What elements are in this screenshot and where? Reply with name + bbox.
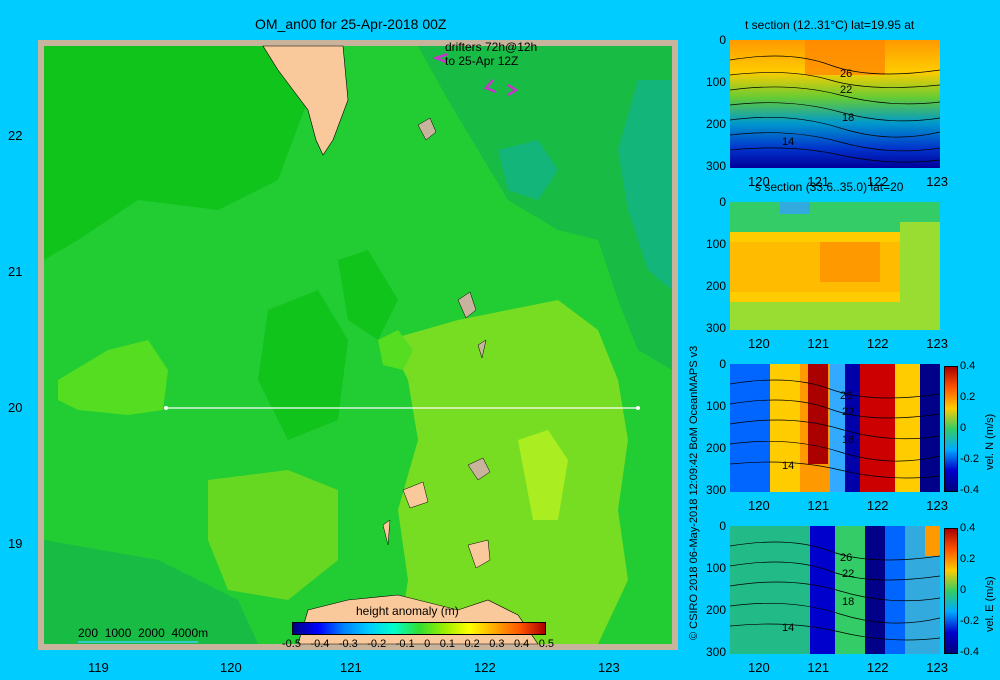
lon-tick-120: 120 <box>220 660 242 675</box>
panel-4-contour-14: 14 <box>782 622 795 634</box>
drifters-sublabel: to 25-Apr 12Z <box>445 54 519 68</box>
panel-1-y-ticks: 0 100 200 300 <box>705 33 726 173</box>
panel-4-contour-18: 18 <box>842 596 855 608</box>
vel-n-colorbar-ticks: 0.4 0.2 0 -0.2 -0.4 <box>960 360 979 496</box>
vel-n-colorbar <box>944 366 958 492</box>
panel-4-vel-e <box>730 526 940 654</box>
panel-2-y-ticks: 0 100 200 300 <box>705 195 726 335</box>
panel-3-x-ticks: 120 121 122 123 <box>748 498 948 513</box>
lat-tick-22: 22 <box>8 128 23 143</box>
panel-1-contour-22: 22 <box>840 84 853 96</box>
panel-1-contour-26: 26 <box>840 68 853 80</box>
drifters-label: drifters 72h@12h <box>445 40 538 54</box>
panel-1-contour-18: 18 <box>842 112 855 124</box>
panel-3-vel-n <box>730 364 940 492</box>
panel-1-title: t section (12..31°C) lat=19.95 at <box>745 18 915 32</box>
height-anomaly-map <box>38 40 678 650</box>
vel-e-label: vel. E (m/s) <box>984 576 996 632</box>
panel-2-title: s section (33.6..35.0) lat=20 <box>755 180 904 194</box>
panel-3-contour-18: 18 <box>842 434 855 446</box>
colorbar-ticks: -0.5 -0.4 -0.3 -0.2 -0.1 0 0.1 0.2 0.3 0.4 0.5 <box>282 638 554 650</box>
lat-tick-20: 20 <box>8 400 23 415</box>
taiwan-land <box>262 45 349 156</box>
lon-tick-122: 122 <box>474 660 496 675</box>
lon-tick-119: 119 <box>88 660 109 675</box>
lon-tick-123: 123 <box>598 660 620 675</box>
panel-4-y-ticks: 0 100 200 300 <box>705 519 726 659</box>
drifter-tracks <box>432 52 519 97</box>
lon-tick-121: 121 <box>340 660 362 675</box>
vel-n-label: vel. N (m/s) <box>984 413 996 470</box>
panel-4-contour-26: 26 <box>840 552 853 564</box>
panel-4-contour-22: 22 <box>842 568 855 580</box>
panel-1-temperature <box>730 40 940 168</box>
lat-tick-21: 21 <box>8 264 23 279</box>
panel-3-y-ticks: 0 100 200 300 <box>705 357 726 497</box>
panel-1-x-ticks: 120 121 122 123 <box>748 174 948 189</box>
panel-4-x-ticks: 120 121 122 123 <box>748 660 948 675</box>
panel-1-contour-14: 14 <box>782 136 795 148</box>
colorbar <box>292 622 546 635</box>
colorbar-label: height anomaly (m) <box>356 604 459 618</box>
map-title: OM_an00 for 25-Apr-2018 00Z <box>255 16 447 32</box>
panel-3-contour-14: 14 <box>782 460 795 472</box>
panel-3-contour-22: 22 <box>842 406 855 418</box>
panel-2-x-ticks: 120 121 122 123 <box>748 336 948 351</box>
vel-e-colorbar <box>944 528 958 654</box>
panel-2-salinity <box>730 202 940 330</box>
depth-legend: 200 1000 2000 4000m <box>78 626 209 640</box>
lat-tick-19: 19 <box>8 536 23 551</box>
panel-3-contour-26: 26 <box>840 390 853 402</box>
vel-e-colorbar-ticks: 0.4 0.2 0 -0.2 -0.4 <box>960 522 979 658</box>
